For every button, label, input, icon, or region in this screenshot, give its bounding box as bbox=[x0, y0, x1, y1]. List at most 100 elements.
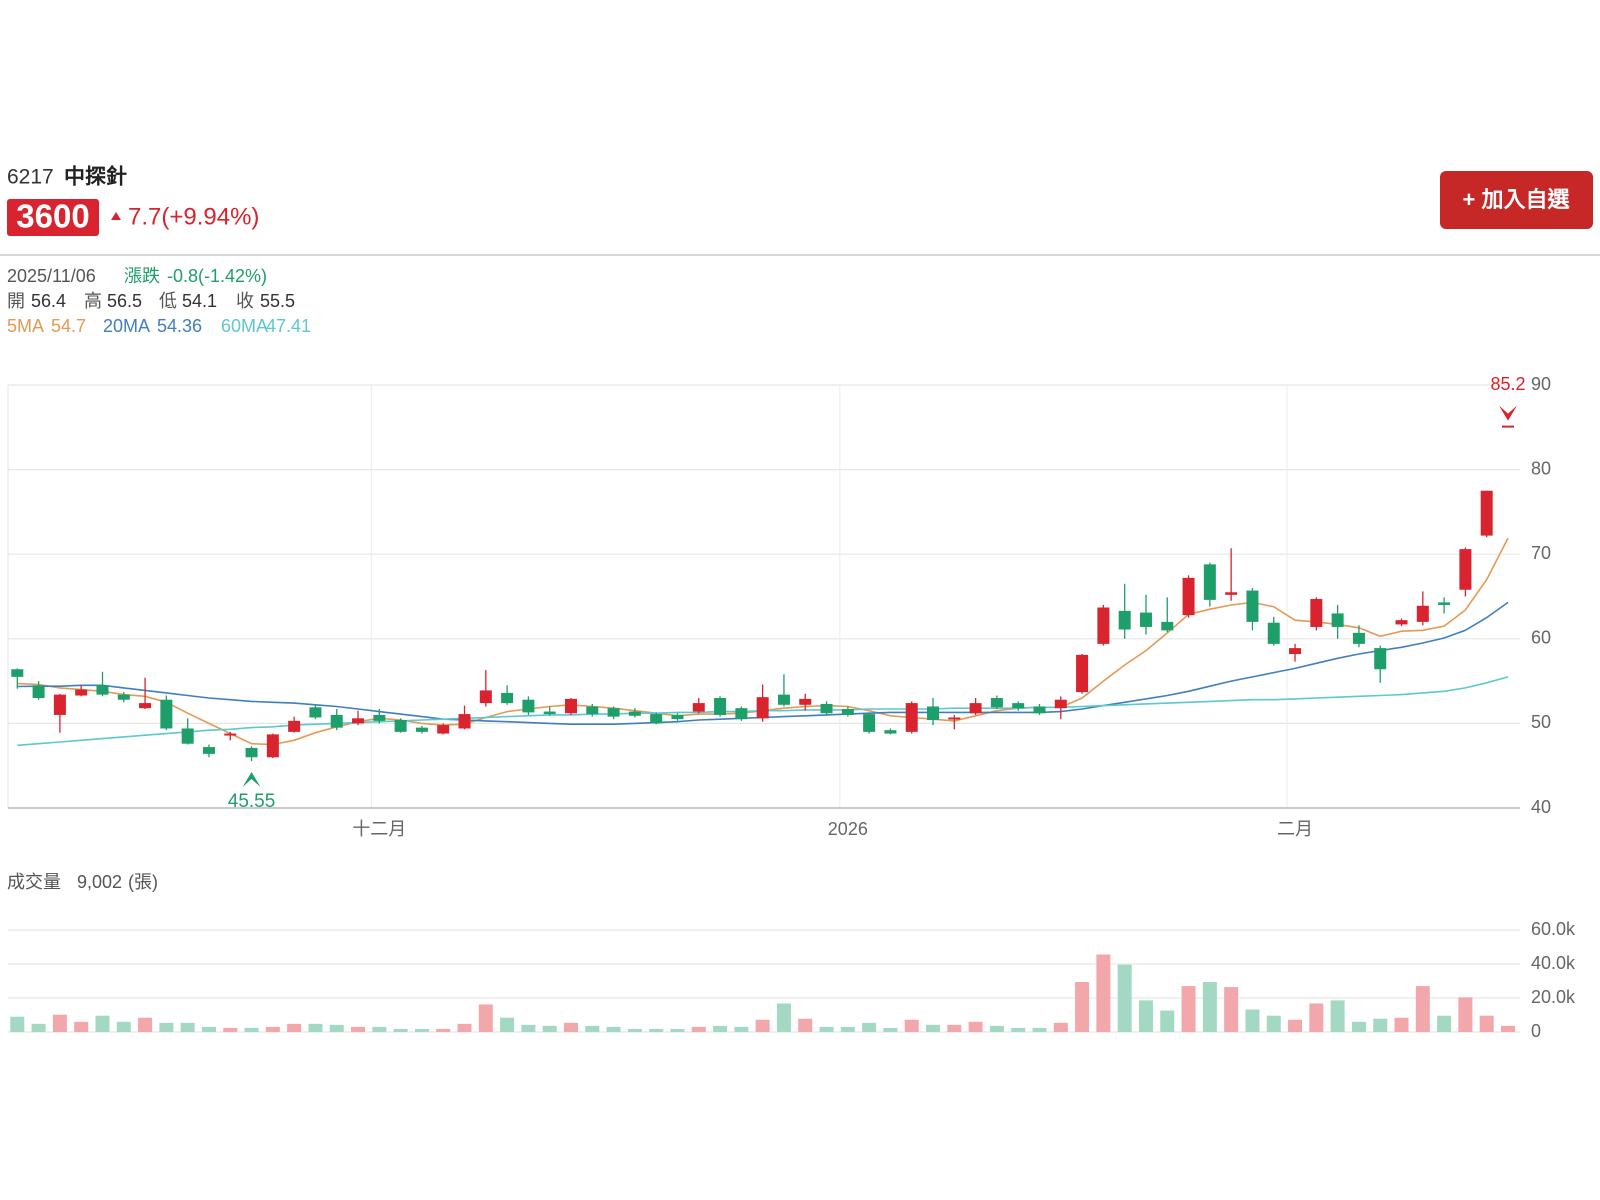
candle-body bbox=[522, 699, 535, 713]
volume-bar bbox=[351, 1026, 366, 1032]
candle-body bbox=[160, 699, 173, 729]
candle-body bbox=[1374, 648, 1387, 670]
high-marker-label: 85.2 bbox=[1490, 374, 1525, 394]
candle-body bbox=[969, 703, 982, 714]
volume-bar bbox=[1351, 1021, 1366, 1032]
volume-bar bbox=[116, 1021, 131, 1032]
x-tick-label: 2026 bbox=[828, 819, 868, 839]
info-close: 55.5 bbox=[260, 291, 295, 311]
volume-bar bbox=[883, 1027, 898, 1032]
y-tick-label: 80 bbox=[1531, 458, 1551, 478]
add-watchlist-label[interactable]: + 加入自選 bbox=[1463, 187, 1571, 212]
volume-bar bbox=[1330, 1000, 1345, 1032]
candle-body bbox=[1352, 632, 1365, 644]
candle-body bbox=[202, 747, 215, 754]
volume-bar bbox=[563, 1022, 578, 1032]
candle-body bbox=[990, 698, 1003, 708]
volume-bar bbox=[670, 1028, 685, 1032]
volume-unit: (張) bbox=[128, 872, 158, 892]
candle-body bbox=[75, 689, 88, 696]
candle-body bbox=[373, 714, 386, 721]
volume-bar bbox=[734, 1026, 749, 1032]
candle-body bbox=[288, 720, 301, 732]
volume-bar bbox=[1075, 982, 1090, 1032]
legend-20ma: 20MA bbox=[103, 316, 150, 336]
candle-body bbox=[1097, 607, 1110, 644]
candle-body bbox=[714, 698, 727, 715]
volume-bar bbox=[1479, 1015, 1494, 1032]
volume-bar bbox=[31, 1023, 46, 1032]
volume-bar bbox=[1117, 964, 1132, 1032]
candle-body bbox=[1416, 605, 1429, 622]
volume-bar bbox=[691, 1026, 706, 1032]
volume-bar bbox=[1394, 1017, 1409, 1032]
legend-5ma: 5MA bbox=[7, 316, 44, 336]
volume-bar bbox=[1437, 1015, 1452, 1032]
volume-bar bbox=[840, 1026, 855, 1032]
volume-bar bbox=[1181, 986, 1196, 1032]
volume-bar bbox=[947, 1024, 962, 1032]
candle-body bbox=[1395, 620, 1408, 625]
info-open-label: 開 bbox=[7, 291, 25, 311]
volume-bar bbox=[1032, 1027, 1047, 1032]
volume-bar bbox=[1415, 986, 1430, 1032]
candle-body bbox=[11, 669, 24, 677]
volume-bar bbox=[159, 1022, 174, 1032]
add-watchlist-button[interactable] bbox=[1440, 171, 1593, 229]
volume-bar bbox=[265, 1026, 280, 1032]
y-tick-label: 60 bbox=[1531, 628, 1551, 648]
candle-body bbox=[628, 711, 641, 716]
info-change-label: 漲跌 bbox=[124, 266, 160, 286]
info-date: 2025/11/06 bbox=[7, 266, 96, 286]
candle-body bbox=[650, 714, 663, 724]
volume-bar bbox=[521, 1024, 536, 1032]
candle-body bbox=[437, 725, 450, 734]
candle-body bbox=[53, 694, 66, 715]
volume-bar bbox=[1266, 1015, 1281, 1032]
price-box bbox=[7, 199, 99, 236]
volume-title: 成交量 bbox=[7, 872, 61, 892]
high-marker-arrow bbox=[1499, 405, 1517, 421]
candle-body bbox=[501, 692, 514, 704]
candle-body bbox=[1139, 612, 1152, 627]
volume-bar bbox=[223, 1027, 238, 1032]
candle-body bbox=[415, 727, 428, 732]
candle-body bbox=[1459, 549, 1472, 590]
candle-body bbox=[1310, 599, 1323, 627]
candle-body bbox=[266, 734, 279, 758]
volume-bar bbox=[95, 1015, 110, 1032]
y-tick-label: 70 bbox=[1531, 543, 1551, 563]
candle-body bbox=[692, 703, 705, 712]
candle-body bbox=[543, 711, 556, 715]
volume-bar bbox=[287, 1023, 302, 1032]
volume-bar bbox=[393, 1028, 408, 1032]
candle-body bbox=[181, 728, 194, 744]
volume-bar bbox=[755, 1019, 770, 1032]
volume-bar bbox=[649, 1028, 664, 1032]
candle-body bbox=[1438, 602, 1451, 605]
candle-body bbox=[863, 714, 876, 732]
volume-bar bbox=[606, 1026, 621, 1032]
volume-bar bbox=[478, 1004, 493, 1032]
volume-bar bbox=[180, 1022, 195, 1032]
stock-code: 6217 bbox=[7, 166, 54, 189]
volume-bar bbox=[1224, 987, 1239, 1032]
volume-bar bbox=[1373, 1018, 1388, 1032]
volume-bar bbox=[1245, 1009, 1260, 1032]
y-tick-label: 0 bbox=[1531, 1021, 1541, 1041]
volume-bar bbox=[1011, 1027, 1026, 1032]
volume-bar bbox=[989, 1025, 1004, 1032]
candle-body bbox=[1161, 621, 1174, 631]
volume-bar bbox=[1309, 1003, 1324, 1032]
candle-body bbox=[586, 706, 599, 715]
volume-bar bbox=[244, 1027, 259, 1032]
volume-bar bbox=[1053, 1022, 1068, 1032]
info-close-label: 收 bbox=[236, 291, 254, 311]
candle-body bbox=[905, 703, 918, 732]
volume-bar bbox=[1138, 1000, 1153, 1032]
x-tick-label: 二月 bbox=[1277, 819, 1313, 839]
volume-bar bbox=[819, 1026, 834, 1032]
volume-bar bbox=[201, 1026, 216, 1032]
volume-bar bbox=[904, 1019, 919, 1032]
